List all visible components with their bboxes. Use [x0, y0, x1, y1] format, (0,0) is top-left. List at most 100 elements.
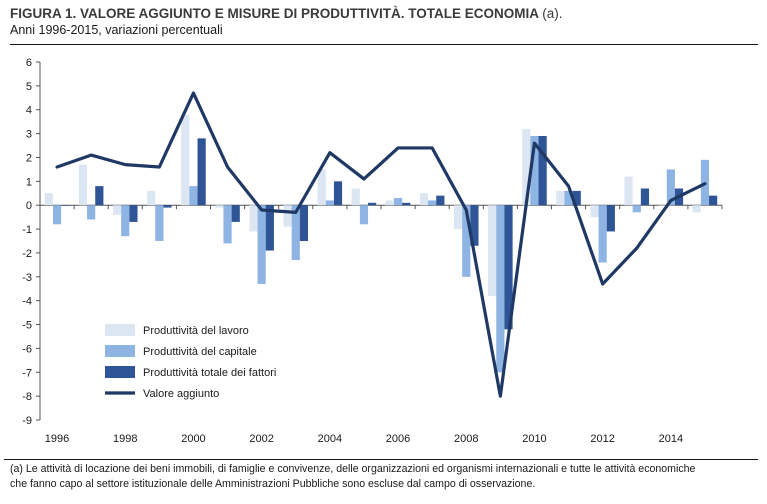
legend-label: Produttività totale dei fattori	[143, 367, 276, 379]
y-tick-label: 5	[26, 81, 32, 93]
y-tick-label: -5	[22, 320, 32, 332]
axes: 6 5 4 3 2 1 0 -1 -2 -3 -4 -5 -6 -7 -8 -9 1996 1998 2000 200…	[22, 57, 723, 445]
bar-produttivit-del-lavoro-1997	[78, 164, 88, 206]
bar-produttivit-del-lavoro-2013	[624, 176, 633, 206]
bar-produttivit-del-capitale-2010	[530, 135, 539, 206]
figure-title-main: FIGURA 1. VALORE AGGIUNTO E MISURE DI PR…	[10, 6, 539, 21]
figure-title-suffix: (a).	[542, 6, 563, 21]
bar-produttivit-del-capitale-1997	[87, 205, 96, 220]
x-tick-label: 1998	[113, 433, 137, 445]
bar-produttivit-del-lavoro-2008	[453, 205, 463, 230]
y-tick-label: -9	[22, 415, 32, 427]
x-tick-label: 2000	[181, 433, 205, 445]
bar-produttivit-del-capitale-1999	[155, 205, 164, 241]
bar-produttivit-del-lavoro-2010	[522, 128, 531, 206]
bars	[44, 114, 718, 373]
bar-produttivit-del-capitale-2014	[666, 169, 675, 206]
bar-produttivit-totale-dei-fattori-2001	[231, 205, 240, 222]
bar-produttivit-totale-dei-fattori-2011	[572, 190, 581, 206]
bar-produttivit-totale-dei-fattori-2006	[402, 202, 411, 206]
bar-produttivit-totale-dei-fattori-2009	[504, 205, 513, 330]
bar-produttivit-del-capitale-2005	[359, 205, 369, 225]
bar-produttivit-totale-dei-fattori-2005	[368, 202, 377, 206]
bar-produttivit-totale-dei-fattori-2007	[436, 195, 445, 206]
figure-title: FIGURA 1. VALORE AGGIUNTO E MISURE DI PR…	[10, 6, 758, 21]
y-tick-label: 3	[26, 129, 32, 141]
bar-produttivit-del-capitale-2008	[462, 205, 471, 277]
bar-produttivit-del-capitale-2006	[393, 198, 403, 206]
bar-produttivit-del-lavoro-2006	[385, 200, 394, 206]
bar-produttivit-del-lavoro-2005	[351, 188, 360, 206]
bar-produttivit-totale-dei-fattori-2013	[640, 188, 650, 206]
legend-label: Valore aggiunto	[143, 388, 219, 400]
y-tick-label: -2	[22, 248, 32, 260]
bar-produttivit-del-capitale-1996	[52, 205, 62, 225]
x-tick-label: 2004	[318, 433, 342, 445]
legend: Produttività del lavoro Produttività del …	[105, 324, 276, 400]
bar-produttivit-del-capitale-2009	[496, 205, 505, 373]
bar-produttivit-del-lavoro-2012	[590, 205, 599, 218]
bar-produttivit-del-lavoro-2003	[283, 205, 292, 227]
bar-produttivit-del-lavoro-1999	[147, 190, 156, 206]
y-tick-label: -7	[22, 367, 32, 379]
bar-produttivit-del-capitale-2004	[325, 200, 334, 206]
bar-produttivit-totale-dei-fattori-1999	[163, 205, 172, 208]
y-tick-label: -6	[22, 343, 32, 355]
bar-produttivit-del-lavoro-2004	[317, 169, 326, 206]
bar-produttivit-del-lavoro-2015	[692, 205, 701, 213]
y-tick-label: 4	[26, 105, 32, 117]
bar-produttivit-totale-dei-fattori-1996	[61, 205, 70, 206]
bar-produttivit-totale-dei-fattori-2002	[265, 205, 274, 251]
footnote-rule	[4, 459, 758, 460]
line-valore-aggiunto	[55, 91, 707, 398]
bar-produttivit-totale-dei-fattori-2004	[333, 181, 343, 206]
bar-produttivit-del-capitale-2011	[564, 190, 573, 206]
y-tick-label: -3	[22, 272, 32, 284]
legend-label: Produttività del lavoro	[143, 325, 249, 337]
bar-produttivit-del-lavoro-2000	[181, 114, 190, 206]
title-rule	[10, 44, 758, 45]
y-tick-label: 2	[26, 152, 32, 164]
legend-swatch	[105, 345, 135, 357]
title-block: FIGURA 1. VALORE AGGIUNTO E MISURE DI PR…	[10, 6, 758, 37]
x-tick-label: 2012	[590, 433, 614, 445]
bar-produttivit-totale-dei-fattori-2012	[606, 205, 615, 232]
footnote-line-2: che fanno capo al settore istituzionale …	[10, 478, 536, 490]
bar-produttivit-del-capitale-2012	[598, 205, 607, 263]
legend-label: Produttività del capitale	[143, 346, 257, 358]
bar-produttivit-totale-dei-fattori-1997	[95, 186, 104, 206]
y-tick-label: -1	[22, 224, 32, 236]
x-tick-label: 2002	[249, 433, 273, 445]
bar-produttivit-del-capitale-2000	[189, 186, 198, 206]
bar-produttivit-del-capitale-2013	[632, 205, 641, 213]
x-tick-label: 2008	[454, 433, 478, 445]
x-tick-label: 2006	[386, 433, 410, 445]
bar-produttivit-del-capitale-2002	[257, 205, 266, 284]
bar-produttivit-totale-dei-fattori-2000	[197, 138, 206, 206]
bar-produttivit-del-capitale-2007	[428, 200, 437, 206]
bar-produttivit-del-lavoro-2009	[488, 205, 497, 296]
legend-swatch	[105, 324, 135, 336]
y-tick-label: 0	[26, 200, 32, 212]
footnote-line-1: (a) Le attività di locazione dei beni im…	[10, 463, 696, 475]
legend-swatch	[105, 366, 135, 378]
bar-produttivit-del-lavoro-2007	[419, 193, 429, 206]
x-tick-label: 1996	[45, 433, 69, 445]
bar-produttivit-totale-dei-fattori-2003	[299, 205, 309, 241]
y-tick-label: -8	[22, 391, 32, 403]
bar-produttivit-del-lavoro-2002	[249, 205, 258, 232]
bar-produttivit-del-lavoro-1998	[112, 205, 122, 215]
bar-produttivit-del-capitale-2001	[223, 205, 232, 244]
bar-produttivit-del-capitale-2003	[291, 205, 300, 261]
bar-produttivit-del-capitale-1998	[121, 205, 130, 237]
bar-produttivit-totale-dei-fattori-2008	[470, 205, 479, 246]
bar-produttivit-totale-dei-fattori-2010	[538, 135, 547, 206]
bar-produttivit-totale-dei-fattori-2015	[709, 195, 718, 206]
x-tick-label: 2010	[522, 433, 546, 445]
bar-produttivit-totale-dei-fattori-1998	[129, 205, 138, 222]
y-tick-label: 1	[26, 176, 32, 188]
bar-produttivit-del-lavoro-2014	[658, 205, 667, 206]
y-tick-label: -4	[22, 296, 32, 308]
figure-subtitle: Anni 1996-2015, variazioni percentuali	[10, 23, 223, 37]
